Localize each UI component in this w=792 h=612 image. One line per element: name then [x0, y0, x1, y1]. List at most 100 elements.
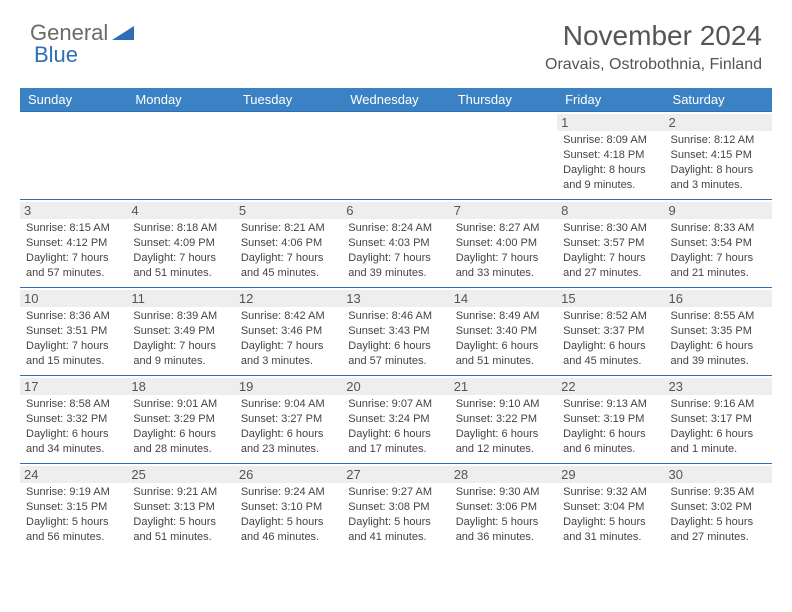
- daylight-text: Daylight: 6 hours and 51 minutes.: [456, 339, 551, 369]
- calendar-day-cell: 30Sunrise: 9:35 AMSunset: 3:02 PMDayligh…: [665, 464, 772, 552]
- day-info: Sunrise: 9:27 AMSunset: 3:08 PMDaylight:…: [348, 485, 443, 544]
- calendar-day-cell: 21Sunrise: 9:10 AMSunset: 3:22 PMDayligh…: [450, 376, 557, 464]
- sunset-text: Sunset: 3:10 PM: [241, 500, 336, 515]
- sunset-text: Sunset: 3:27 PM: [241, 412, 336, 427]
- day-info: Sunrise: 8:24 AMSunset: 4:03 PMDaylight:…: [348, 221, 443, 280]
- sunset-text: Sunset: 3:57 PM: [563, 236, 658, 251]
- sunrise-text: Sunrise: 8:58 AM: [26, 397, 121, 412]
- sunset-text: Sunset: 3:22 PM: [456, 412, 551, 427]
- day-info: Sunrise: 9:07 AMSunset: 3:24 PMDaylight:…: [348, 397, 443, 456]
- daylight-text: Daylight: 6 hours and 57 minutes.: [348, 339, 443, 369]
- weekday-header: Saturday: [665, 88, 772, 112]
- sunset-text: Sunset: 3:35 PM: [671, 324, 766, 339]
- calendar-day-cell: 8 Sunrise: 8:30 AMSunset: 3:57 PMDaylight…: [557, 200, 664, 288]
- daylight-text: Daylight: 8 hours and 3 minutes.: [671, 163, 766, 193]
- daylight-text: Daylight: 7 hours and 33 minutes.: [456, 251, 551, 281]
- weekday-header: Tuesday: [235, 88, 342, 112]
- calendar-day-cell: [127, 112, 234, 200]
- sunset-text: Sunset: 3:13 PM: [133, 500, 228, 515]
- weekday-header: Monday: [127, 88, 234, 112]
- day-info: Sunrise: 8:52 AMSunset: 3:37 PMDaylight:…: [563, 309, 658, 368]
- sunrise-text: Sunrise: 8:24 AM: [348, 221, 443, 236]
- day-info: Sunrise: 8:58 AMSunset: 3:32 PMDaylight:…: [26, 397, 121, 456]
- daylight-text: Daylight: 5 hours and 41 minutes.: [348, 515, 443, 545]
- day-info: Sunrise: 8:15 AMSunset: 4:12 PMDaylight:…: [26, 221, 121, 280]
- calendar-table: SundayMondayTuesdayWednesdayThursdayFrid…: [20, 88, 772, 552]
- calendar-week-row: 24Sunrise: 9:19 AMSunset: 3:15 PMDayligh…: [20, 464, 772, 552]
- sunset-text: Sunset: 3:46 PM: [241, 324, 336, 339]
- day-info: Sunrise: 8:36 AMSunset: 3:51 PMDaylight:…: [26, 309, 121, 368]
- sunrise-text: Sunrise: 8:27 AM: [456, 221, 551, 236]
- daylight-text: Daylight: 7 hours and 9 minutes.: [133, 339, 228, 369]
- day-number: 27: [342, 466, 449, 483]
- day-number: 14: [450, 290, 557, 307]
- day-number: 19: [235, 378, 342, 395]
- weekday-header: Friday: [557, 88, 664, 112]
- calendar-day-cell: 20Sunrise: 9:07 AMSunset: 3:24 PMDayligh…: [342, 376, 449, 464]
- daylight-text: Daylight: 7 hours and 57 minutes.: [26, 251, 121, 281]
- day-number: 8: [557, 202, 664, 219]
- sunrise-text: Sunrise: 9:04 AM: [241, 397, 336, 412]
- daylight-text: Daylight: 6 hours and 28 minutes.: [133, 427, 228, 457]
- day-info: Sunrise: 8:30 AMSunset: 3:57 PMDaylight:…: [563, 221, 658, 280]
- calendar-week-row: 17Sunrise: 8:58 AMSunset: 3:32 PMDayligh…: [20, 376, 772, 464]
- weekday-header: Thursday: [450, 88, 557, 112]
- day-number: 24: [20, 466, 127, 483]
- day-number: 28: [450, 466, 557, 483]
- day-info: Sunrise: 8:46 AMSunset: 3:43 PMDaylight:…: [348, 309, 443, 368]
- day-info: Sunrise: 9:04 AMSunset: 3:27 PMDaylight:…: [241, 397, 336, 456]
- sunrise-text: Sunrise: 8:21 AM: [241, 221, 336, 236]
- sunrise-text: Sunrise: 9:01 AM: [133, 397, 228, 412]
- sunset-text: Sunset: 3:06 PM: [456, 500, 551, 515]
- calendar-day-cell: [20, 112, 127, 200]
- day-number: 26: [235, 466, 342, 483]
- sunrise-text: Sunrise: 9:21 AM: [133, 485, 228, 500]
- day-info: Sunrise: 9:32 AMSunset: 3:04 PMDaylight:…: [563, 485, 658, 544]
- weekday-row: SundayMondayTuesdayWednesdayThursdayFrid…: [20, 88, 772, 112]
- sunrise-text: Sunrise: 8:30 AM: [563, 221, 658, 236]
- day-info: Sunrise: 8:12 AMSunset: 4:15 PMDaylight:…: [671, 133, 766, 192]
- sunrise-text: Sunrise: 8:36 AM: [26, 309, 121, 324]
- daylight-text: Daylight: 5 hours and 46 minutes.: [241, 515, 336, 545]
- calendar-day-cell: 13Sunrise: 8:46 AMSunset: 3:43 PMDayligh…: [342, 288, 449, 376]
- logo-text-blue: Blue: [34, 42, 78, 67]
- month-title: November 2024: [545, 20, 762, 52]
- sunset-text: Sunset: 3:02 PM: [671, 500, 766, 515]
- sunrise-text: Sunrise: 8:18 AM: [133, 221, 228, 236]
- sunset-text: Sunset: 3:17 PM: [671, 412, 766, 427]
- day-number: 5: [235, 202, 342, 219]
- logo-sub: Blue: [34, 42, 78, 68]
- daylight-text: Daylight: 7 hours and 45 minutes.: [241, 251, 336, 281]
- daylight-text: Daylight: 5 hours and 27 minutes.: [671, 515, 766, 545]
- sunrise-text: Sunrise: 8:49 AM: [456, 309, 551, 324]
- daylight-text: Daylight: 7 hours and 21 minutes.: [671, 251, 766, 281]
- sunset-text: Sunset: 4:18 PM: [563, 148, 658, 163]
- sunrise-text: Sunrise: 8:52 AM: [563, 309, 658, 324]
- calendar-day-cell: 7Sunrise: 8:27 AMSunset: 4:00 PMDaylight…: [450, 200, 557, 288]
- daylight-text: Daylight: 6 hours and 34 minutes.: [26, 427, 121, 457]
- daylight-text: Daylight: 6 hours and 1 minute.: [671, 427, 766, 457]
- daylight-text: Daylight: 7 hours and 51 minutes.: [133, 251, 228, 281]
- daylight-text: Daylight: 7 hours and 27 minutes.: [563, 251, 658, 281]
- daylight-text: Daylight: 8 hours and 9 minutes.: [563, 163, 658, 193]
- logo-triangle-icon: [112, 22, 134, 45]
- day-number: 12: [235, 290, 342, 307]
- sunset-text: Sunset: 3:24 PM: [348, 412, 443, 427]
- day-number: 3: [20, 202, 127, 219]
- day-info: Sunrise: 9:10 AMSunset: 3:22 PMDaylight:…: [456, 397, 551, 456]
- day-info: Sunrise: 9:21 AMSunset: 3:13 PMDaylight:…: [133, 485, 228, 544]
- calendar-day-cell: 1Sunrise: 8:09 AMSunset: 4:18 PMDaylight…: [557, 112, 664, 200]
- sunrise-text: Sunrise: 9:35 AM: [671, 485, 766, 500]
- day-number: 29: [557, 466, 664, 483]
- sunrise-text: Sunrise: 8:39 AM: [133, 309, 228, 324]
- daylight-text: Daylight: 7 hours and 39 minutes.: [348, 251, 443, 281]
- calendar-day-cell: 3 Sunrise: 8:15 AMSunset: 4:12 PMDaylight…: [20, 200, 127, 288]
- calendar-day-cell: [450, 112, 557, 200]
- day-number: 11: [127, 290, 234, 307]
- header: General November 2024 Oravais, Ostroboth…: [0, 0, 792, 82]
- sunrise-text: Sunrise: 9:32 AM: [563, 485, 658, 500]
- calendar-head: SundayMondayTuesdayWednesdayThursdayFrid…: [20, 88, 772, 112]
- daylight-text: Daylight: 7 hours and 15 minutes.: [26, 339, 121, 369]
- day-number: 10: [20, 290, 127, 307]
- day-number: 9: [665, 202, 772, 219]
